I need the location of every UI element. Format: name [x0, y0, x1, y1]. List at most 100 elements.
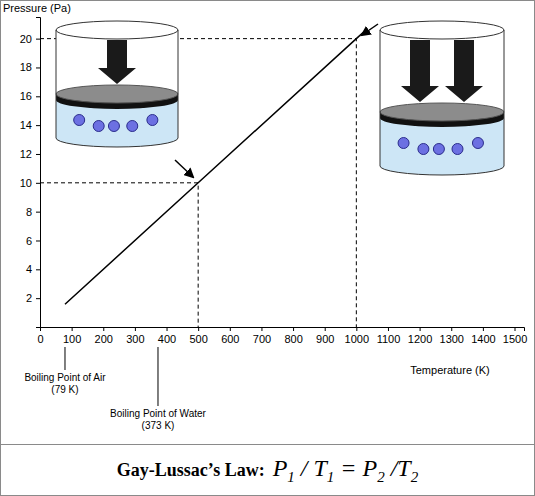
y-tick: 8: [26, 206, 40, 218]
bubble: [398, 138, 409, 149]
annotation-tick: [64, 347, 65, 370]
x-tick-label: 200: [95, 333, 113, 345]
y-tick-label: 4: [26, 263, 32, 275]
cylinder-illustration: [56, 21, 178, 147]
formula-term: P: [272, 455, 288, 481]
x-tick: 700: [253, 327, 271, 345]
pointer-arrow: [362, 24, 378, 35]
x-tick-label: 800: [284, 333, 302, 345]
y-tick-mark: [36, 125, 40, 126]
x-axis: 0100200300400500600700800900100011001200…: [37, 327, 527, 345]
y-tick-label: 14: [20, 119, 32, 131]
x-tick: 1400: [471, 327, 495, 345]
piston-top: [56, 85, 178, 103]
x-tick: 900: [316, 327, 334, 345]
x-tick: 400: [158, 327, 176, 345]
y-tick-mark: [36, 67, 40, 68]
x-tick-label: 1400: [471, 333, 495, 345]
bubble: [74, 115, 85, 126]
x-tick-label: 300: [126, 333, 144, 345]
chart-svg: 0100200300400500600700800900100011001200…: [0, 0, 535, 496]
y-tick-mark: [36, 39, 40, 40]
x-tick-mark: [325, 327, 326, 331]
y-tick-mark: [36, 212, 40, 213]
plot-area: [40, 30, 366, 327]
formula-subscript: 1: [327, 469, 335, 485]
x-tick-label: 1300: [439, 333, 463, 345]
x-tick-mark: [356, 327, 357, 331]
cylinder-outline: [380, 30, 504, 175]
bubble: [108, 121, 119, 132]
y-tick: 10: [20, 177, 40, 189]
y-axis-line: [36, 18, 41, 328]
annotation-tick: [157, 347, 158, 406]
bubble: [433, 144, 444, 155]
y-tick-label: 6: [26, 235, 32, 247]
y-tick: 6: [26, 235, 40, 247]
annotation-label: Boiling Point of Air: [24, 372, 106, 383]
y-tick-mark: [36, 154, 40, 155]
annotation-label: Boiling Point of Water: [110, 408, 206, 419]
formula-term: /T: [385, 455, 413, 481]
x-tick-label: 1200: [408, 333, 432, 345]
y-tick: 14: [20, 119, 40, 131]
x-tick: 1000: [345, 327, 369, 345]
formula-subscript: 2: [411, 469, 419, 485]
caption-text: Gay-Lussac’s Law:: [117, 460, 265, 480]
force-arrow: [401, 40, 439, 102]
x-tick-mark: [388, 327, 389, 331]
x-tick-mark: [261, 327, 262, 331]
x-tick: 300: [126, 327, 144, 345]
cylinder-body: [56, 30, 178, 147]
bubble: [93, 121, 104, 132]
cylinder-body: [380, 30, 504, 175]
x-tick: 100: [63, 327, 81, 345]
bubble: [147, 115, 158, 126]
caption-separator: [0, 444, 535, 445]
x-tick-mark: [420, 327, 421, 331]
x-axis-title: Temperature (K): [410, 364, 489, 376]
x-tick-label: 1500: [503, 333, 527, 345]
y-tick-mark: [36, 183, 40, 184]
x-tick-mark: [72, 327, 73, 331]
x-tick-label: 1000: [345, 333, 369, 345]
y-tick-mark: [36, 240, 40, 241]
x-tick-label: 1100: [377, 333, 401, 345]
x-tick: 600: [221, 327, 239, 345]
y-tick-label: 16: [20, 90, 32, 102]
outer-frame: [1, 1, 535, 496]
x-tick: 1200: [408, 327, 432, 345]
x-tick: 1300: [439, 327, 463, 345]
annotation-sublabel: (373 K): [142, 420, 175, 431]
x-tick-label: 500: [189, 333, 207, 345]
y-tick-mark: [36, 298, 40, 299]
x-tick-mark: [103, 327, 104, 331]
x-tick-mark: [167, 327, 168, 331]
y-tick-label: 12: [20, 148, 32, 160]
x-tick-mark: [135, 327, 136, 331]
y-tick-label: 2: [26, 292, 32, 304]
bubble: [452, 144, 463, 155]
cylinder-rim: [56, 21, 178, 39]
y-tick: 4: [26, 263, 40, 275]
x-tick-mark: [515, 327, 516, 331]
y-tick-label: 20: [20, 33, 32, 45]
bubble: [472, 138, 483, 149]
cylinder-rim: [380, 21, 504, 39]
x-tick-label: 100: [63, 333, 81, 345]
x-tick-label: 400: [158, 333, 176, 345]
x-tick-label: 900: [316, 333, 334, 345]
y-tick: 16: [20, 90, 40, 102]
x-tick-label: 700: [253, 333, 271, 345]
x-tick: 200: [95, 327, 113, 345]
pointer-arrow: [175, 160, 193, 177]
y-tick-mark: [36, 96, 40, 97]
y-tick-label: 10: [20, 177, 32, 189]
x-tick-mark: [483, 327, 484, 331]
y-tick: 20: [20, 33, 40, 45]
x-tick: 500: [189, 327, 207, 345]
y-tick: 2: [26, 292, 40, 304]
x-tick-label: 600: [221, 333, 239, 345]
x-tick: 1100: [377, 327, 401, 345]
bubble: [418, 144, 429, 155]
